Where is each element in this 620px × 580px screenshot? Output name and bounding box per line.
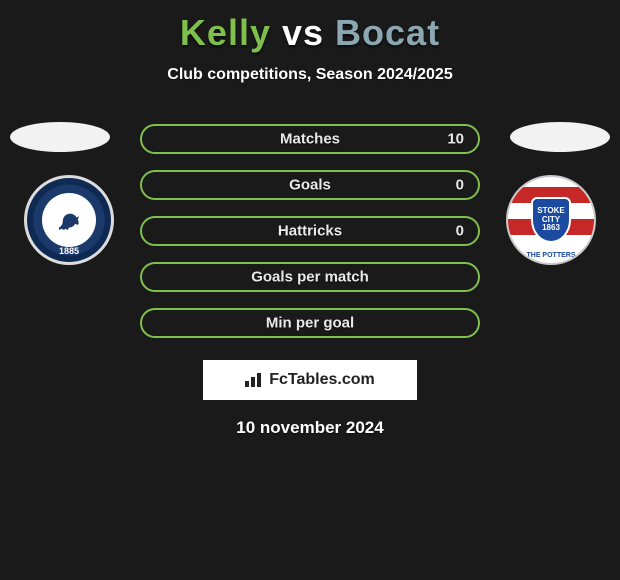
page-title: Kelly vs Bocat: [0, 0, 620, 54]
player2-name: Bocat: [335, 12, 440, 53]
branding-box: FcTables.com: [203, 360, 417, 400]
stat-label: Hattricks: [278, 223, 342, 240]
player2-avatar: [510, 122, 610, 152]
vs-label: vs: [282, 12, 324, 53]
stat-row-mpg: Min per goal: [140, 308, 480, 338]
chart-icon: [245, 373, 263, 387]
branding-text: FcTables.com: [269, 371, 375, 389]
stat-value: 0: [456, 177, 464, 194]
stat-label: Goals per match: [251, 269, 369, 286]
stat-label: Goals: [289, 177, 331, 194]
shield-year: 1863: [542, 224, 560, 233]
stat-value: 10: [447, 131, 464, 148]
stat-row-gpm: Goals per match: [140, 262, 480, 292]
club-badge-right: STOKE CITY 1863 THE POTTERS: [506, 175, 596, 265]
stat-label: Matches: [280, 131, 340, 148]
subtitle: Club competitions, Season 2024/2025: [0, 66, 620, 84]
stat-row-goals: Goals 0: [140, 170, 480, 200]
date-label: 10 november 2024: [0, 418, 620, 438]
stat-row-hattricks: Hattricks 0: [140, 216, 480, 246]
stat-value: 0: [456, 223, 464, 240]
club-badge-left: 1885: [24, 175, 114, 265]
player1-name: Kelly: [180, 12, 271, 53]
shield-icon: STOKE CITY 1863: [531, 197, 571, 243]
stat-label: Min per goal: [266, 315, 354, 332]
lion-icon: [42, 193, 96, 247]
stat-row-matches: Matches 10: [140, 124, 480, 154]
club-left-year: 1885: [59, 246, 79, 256]
club-right-bottom: THE POTTERS: [526, 252, 575, 259]
player1-avatar: [10, 122, 110, 152]
